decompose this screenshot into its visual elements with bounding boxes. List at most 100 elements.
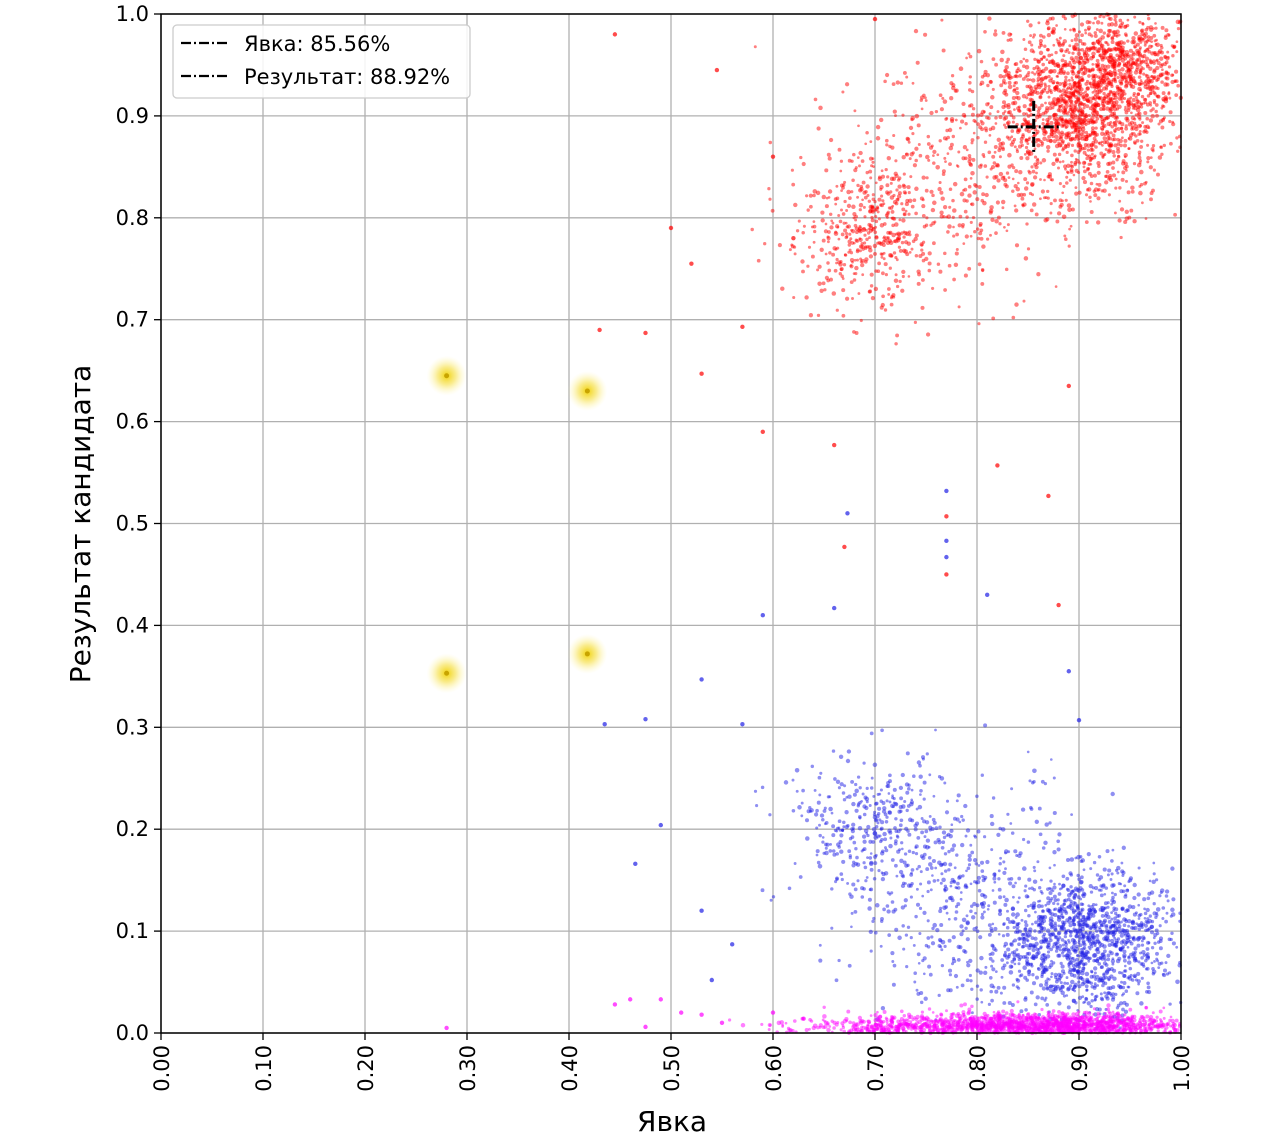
data-point (943, 288, 947, 292)
data-point (1120, 177, 1125, 182)
data-point (1048, 978, 1051, 981)
data-point (1122, 981, 1127, 985)
data-point (1079, 855, 1083, 859)
data-point (1079, 101, 1084, 106)
data-point (1110, 872, 1114, 876)
data-point (1074, 191, 1079, 196)
data-point (800, 814, 804, 818)
data-point (1046, 149, 1050, 153)
data-point (1160, 106, 1164, 110)
data-point (918, 253, 923, 259)
data-point (1026, 114, 1031, 118)
data-point (872, 876, 877, 881)
data-point (730, 942, 735, 947)
data-point (1021, 93, 1027, 99)
data-point (1060, 990, 1065, 996)
data-point (1075, 905, 1080, 909)
data-point (1053, 898, 1058, 903)
data-point (810, 764, 815, 769)
data-point (1107, 868, 1112, 873)
data-point (1041, 88, 1046, 93)
data-point (1164, 28, 1169, 33)
data-point (909, 175, 913, 179)
data-point (944, 572, 949, 577)
data-point (1052, 901, 1056, 906)
data-point (894, 342, 898, 346)
data-point (1139, 1001, 1144, 1006)
data-point (919, 788, 923, 793)
data-point (881, 271, 885, 276)
data-point (884, 848, 889, 853)
data-point (940, 196, 945, 201)
data-point (1167, 65, 1172, 69)
data-point (1039, 139, 1043, 144)
data-point (1132, 882, 1137, 888)
data-point (1032, 35, 1035, 39)
data-point (924, 943, 929, 948)
data-point (863, 865, 868, 870)
data-point (921, 198, 925, 202)
data-point (894, 114, 897, 118)
data-point (1029, 89, 1033, 92)
data-point (929, 223, 933, 227)
data-point (1043, 44, 1047, 48)
data-point (838, 840, 843, 844)
data-point (1051, 889, 1055, 893)
data-point (891, 176, 897, 181)
data-point (1110, 938, 1115, 943)
data-point (991, 87, 995, 91)
data-point (1137, 86, 1142, 92)
data-point (913, 827, 918, 832)
data-point (990, 964, 994, 968)
data-point (959, 126, 962, 130)
data-point (1120, 928, 1125, 932)
data-point (990, 95, 995, 100)
data-point (1090, 992, 1094, 996)
data-point (852, 840, 857, 845)
data-point (856, 802, 861, 806)
data-point (1145, 102, 1150, 107)
data-point (1077, 30, 1082, 34)
data-point (1117, 218, 1122, 223)
data-point (1051, 129, 1054, 132)
data-point (921, 251, 926, 256)
data-point (1028, 109, 1031, 112)
data-point (806, 264, 810, 268)
data-point (1132, 958, 1138, 963)
data-point (1047, 135, 1051, 139)
data-point (1146, 928, 1150, 932)
data-point (1099, 151, 1104, 156)
data-point (878, 792, 882, 796)
data-point (1064, 124, 1069, 129)
data-point (1133, 102, 1138, 107)
data-point (934, 728, 937, 732)
data-point (1021, 203, 1025, 207)
data-point (1023, 920, 1028, 924)
data-point (868, 223, 873, 228)
data-point (1023, 47, 1028, 51)
data-point (1082, 65, 1087, 70)
data-point (1148, 78, 1152, 83)
data-point (1128, 48, 1133, 53)
data-point (1007, 176, 1011, 179)
data-point (873, 199, 877, 204)
data-point (1096, 95, 1101, 100)
data-point (1141, 201, 1144, 205)
data-point (943, 251, 947, 256)
data-point (1007, 136, 1012, 141)
data-point (842, 825, 846, 829)
data-point (819, 247, 824, 252)
data-point (903, 852, 908, 856)
data-point (1068, 227, 1071, 231)
data-point (1093, 193, 1098, 198)
data-point (1051, 60, 1056, 66)
data-point (992, 161, 997, 165)
data-point (1120, 161, 1126, 166)
data-point (1078, 943, 1083, 948)
data-point (1067, 919, 1072, 924)
data-point (975, 113, 981, 118)
data-point (965, 828, 971, 833)
data-point (1015, 953, 1019, 957)
data-point (939, 214, 944, 219)
data-point (999, 856, 1002, 860)
